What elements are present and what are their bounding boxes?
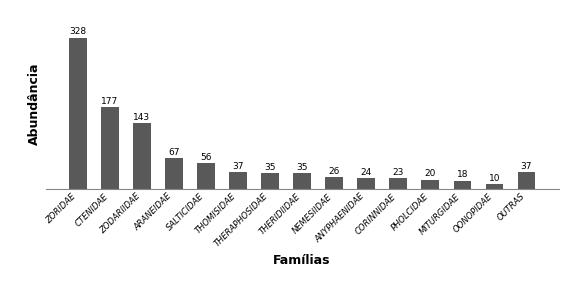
Text: 67: 67 (168, 148, 180, 157)
Bar (101, 107, 119, 189)
Bar (229, 172, 247, 189)
Bar (261, 173, 279, 189)
Text: 20: 20 (425, 170, 436, 178)
Bar (69, 38, 87, 189)
Bar (454, 181, 471, 189)
Text: 143: 143 (133, 113, 150, 122)
Bar (421, 180, 439, 189)
Bar (165, 158, 183, 189)
Bar (294, 173, 311, 189)
Text: 18: 18 (457, 170, 468, 179)
Text: 23: 23 (393, 168, 404, 177)
Bar (486, 185, 503, 189)
Text: 328: 328 (69, 27, 86, 36)
Text: 26: 26 (328, 167, 340, 176)
Text: 56: 56 (200, 153, 211, 162)
Bar (197, 163, 215, 189)
Y-axis label: Abundância: Abundância (28, 63, 42, 145)
Text: 24: 24 (361, 168, 372, 177)
Text: 177: 177 (101, 97, 119, 106)
Text: 35: 35 (296, 163, 308, 171)
Text: 10: 10 (488, 174, 500, 183)
Text: 35: 35 (264, 163, 276, 171)
Bar (389, 178, 407, 189)
Bar (133, 123, 150, 189)
Text: 37: 37 (521, 162, 532, 170)
Bar (325, 177, 343, 189)
Text: 37: 37 (232, 162, 244, 170)
X-axis label: Famílias: Famílias (274, 254, 331, 267)
Bar (518, 172, 535, 189)
Bar (357, 178, 375, 189)
